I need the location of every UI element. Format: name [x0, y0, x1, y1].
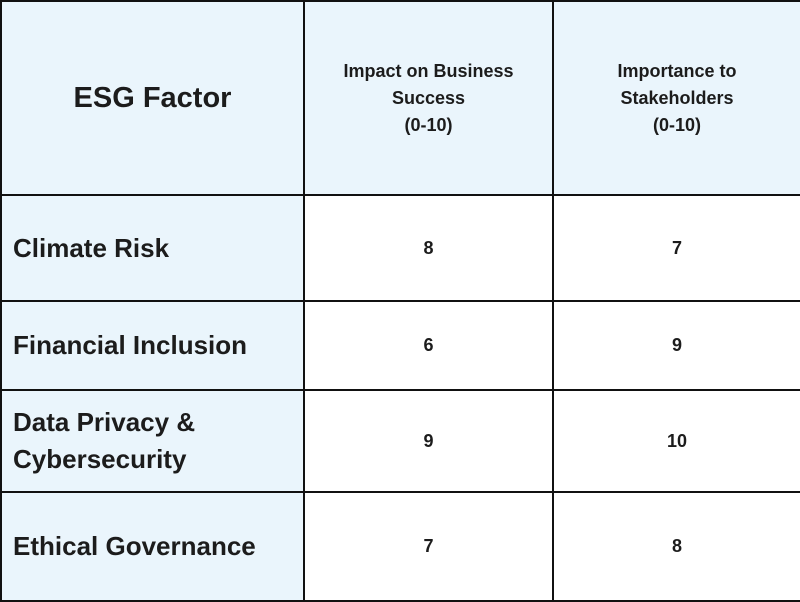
header-importance-line-3: (0-10): [652, 114, 701, 135]
table-row: Climate Risk 8 7: [0, 194, 800, 302]
impact-value: 7: [303, 491, 554, 602]
importance-value: 7: [552, 194, 800, 302]
factor-cell-financial-inclusion: Financial Inclusion: [0, 300, 305, 391]
header-importance-line-2: Stakeholders: [620, 87, 734, 108]
header-importance: Importance to Stakeholders (0-10): [552, 0, 800, 196]
table-row: Financial Inclusion 6 9: [0, 300, 800, 391]
factor-label: Ethical Governance: [13, 531, 256, 561]
header-impact-line-3: (0-10): [404, 114, 453, 135]
factor-cell-data-privacy: Data Privacy & Cybersecurity: [0, 389, 305, 493]
header-esg-factor-label: ESG Factor: [73, 81, 232, 114]
impact-value: 6: [303, 300, 554, 391]
header-row: ESG Factor Impact on Business Success (0…: [0, 0, 800, 196]
factor-cell-ethical-governance: Ethical Governance: [0, 491, 305, 602]
header-esg-factor: ESG Factor: [0, 0, 305, 196]
factor-label: Financial Inclusion: [13, 330, 248, 360]
table-row: Data Privacy & Cybersecurity 9 10: [0, 389, 800, 493]
importance-value: 8: [552, 491, 800, 602]
factor-cell-climate-risk: Climate Risk: [0, 194, 305, 302]
header-impact-line-1: Impact on Business: [343, 60, 514, 81]
factor-label: Climate Risk: [13, 232, 170, 263]
factor-label-line-1: Data Privacy &: [13, 407, 196, 437]
impact-value: 8: [303, 194, 554, 302]
header-impact-line-2: Success: [391, 87, 466, 108]
factor-label-line-2: Cybersecurity: [13, 444, 187, 474]
importance-value: 10: [552, 389, 800, 493]
header-importance-line-1: Importance to: [617, 60, 737, 81]
impact-value: 9: [303, 389, 554, 493]
importance-value: 9: [552, 300, 800, 391]
table-row: Ethical Governance 7 8: [0, 491, 800, 602]
header-impact: Impact on Business Success (0-10): [303, 0, 554, 196]
